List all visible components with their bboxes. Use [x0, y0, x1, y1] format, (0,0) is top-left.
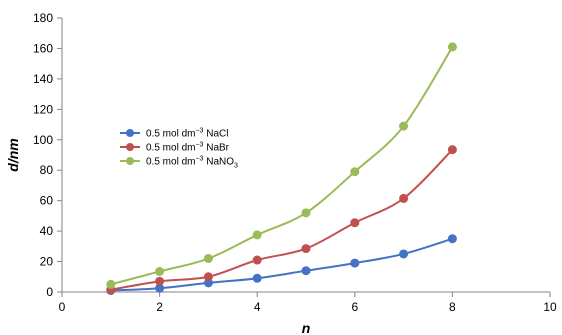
legend-label-rest: NaBr: [203, 143, 229, 154]
data-point: [155, 283, 165, 293]
legend-marker-swatch: [126, 157, 134, 165]
x-axis-ticks: 0 2 4 6 8 10: [59, 292, 557, 314]
x-tick-label: 4: [254, 300, 261, 314]
legend-label: 0.5 mol dm−3 NaCl: [146, 128, 228, 140]
x-axis-title: n: [302, 320, 311, 335]
data-point: [350, 167, 360, 177]
legend-label-rest: NaNO: [203, 157, 234, 168]
legend-label-superscript: −3: [195, 142, 203, 149]
x-tick-label: 10: [543, 300, 557, 314]
data-point: [447, 145, 457, 155]
series-group: [106, 42, 457, 295]
legend-label-superscript: −3: [195, 156, 203, 163]
data-point: [203, 272, 213, 282]
y-tick-label: 160: [33, 41, 53, 55]
data-point: [399, 121, 409, 131]
y-tick-label: 40: [40, 224, 54, 238]
y-tick-label: 100: [33, 133, 53, 147]
legend-label-superscript: −3: [195, 128, 203, 135]
y-tick-label: 60: [40, 194, 54, 208]
y-tick-label: 0: [46, 285, 53, 299]
data-point: [155, 266, 165, 276]
series-1: [106, 234, 457, 295]
legend-label: 0.5 mol dm−3 NaBr: [146, 142, 230, 154]
data-point: [447, 42, 457, 52]
data-point: [350, 258, 360, 268]
legend-label-base: 0.5 mol dm: [146, 157, 195, 168]
legend-label: 0.5 mol dm−3 NaNO3: [146, 156, 238, 170]
y-tick-label: 80: [40, 163, 54, 177]
data-point: [203, 254, 213, 264]
data-point: [301, 208, 311, 218]
data-point: [252, 230, 262, 240]
legend-label-subscript: 3: [234, 163, 238, 170]
x-tick-label: 0: [59, 300, 66, 314]
x-tick-label: 2: [156, 300, 163, 314]
legend-label-base: 0.5 mol dm: [146, 129, 195, 140]
data-point: [155, 276, 165, 286]
data-point: [301, 244, 311, 254]
legend-marker-swatch: [126, 129, 134, 137]
data-point: [399, 249, 409, 259]
series-3: [106, 42, 457, 289]
data-point: [301, 266, 311, 276]
y-tick-label: 20: [40, 255, 54, 269]
data-point: [350, 218, 360, 228]
y-axis-ticks: 0 20 40 60 80 100 120 140 160 180: [33, 11, 62, 299]
x-tick-label: 8: [449, 300, 456, 314]
y-tick-label: 140: [33, 72, 53, 86]
legend-item: 0.5 mol dm−3 NaNO3: [120, 156, 238, 170]
series-2: [106, 145, 457, 295]
legend-marker-swatch: [126, 143, 134, 151]
legend-label-base: 0.5 mol dm: [146, 143, 195, 154]
data-point: [106, 279, 116, 289]
legend-item: 0.5 mol dm−3 NaCl: [120, 128, 228, 140]
data-point: [252, 273, 262, 283]
legend-item: 0.5 mol dm−3 NaBr: [120, 142, 230, 154]
data-point: [447, 234, 457, 244]
axes: [61, 18, 550, 293]
y-axis-title: d/nm: [5, 138, 21, 171]
legend-label-rest: NaCl: [203, 129, 228, 140]
data-point: [252, 255, 262, 265]
data-point: [399, 193, 409, 203]
x-tick-label: 6: [351, 300, 358, 314]
y-tick-label: 120: [33, 102, 53, 116]
y-tick-label: 180: [33, 11, 53, 25]
